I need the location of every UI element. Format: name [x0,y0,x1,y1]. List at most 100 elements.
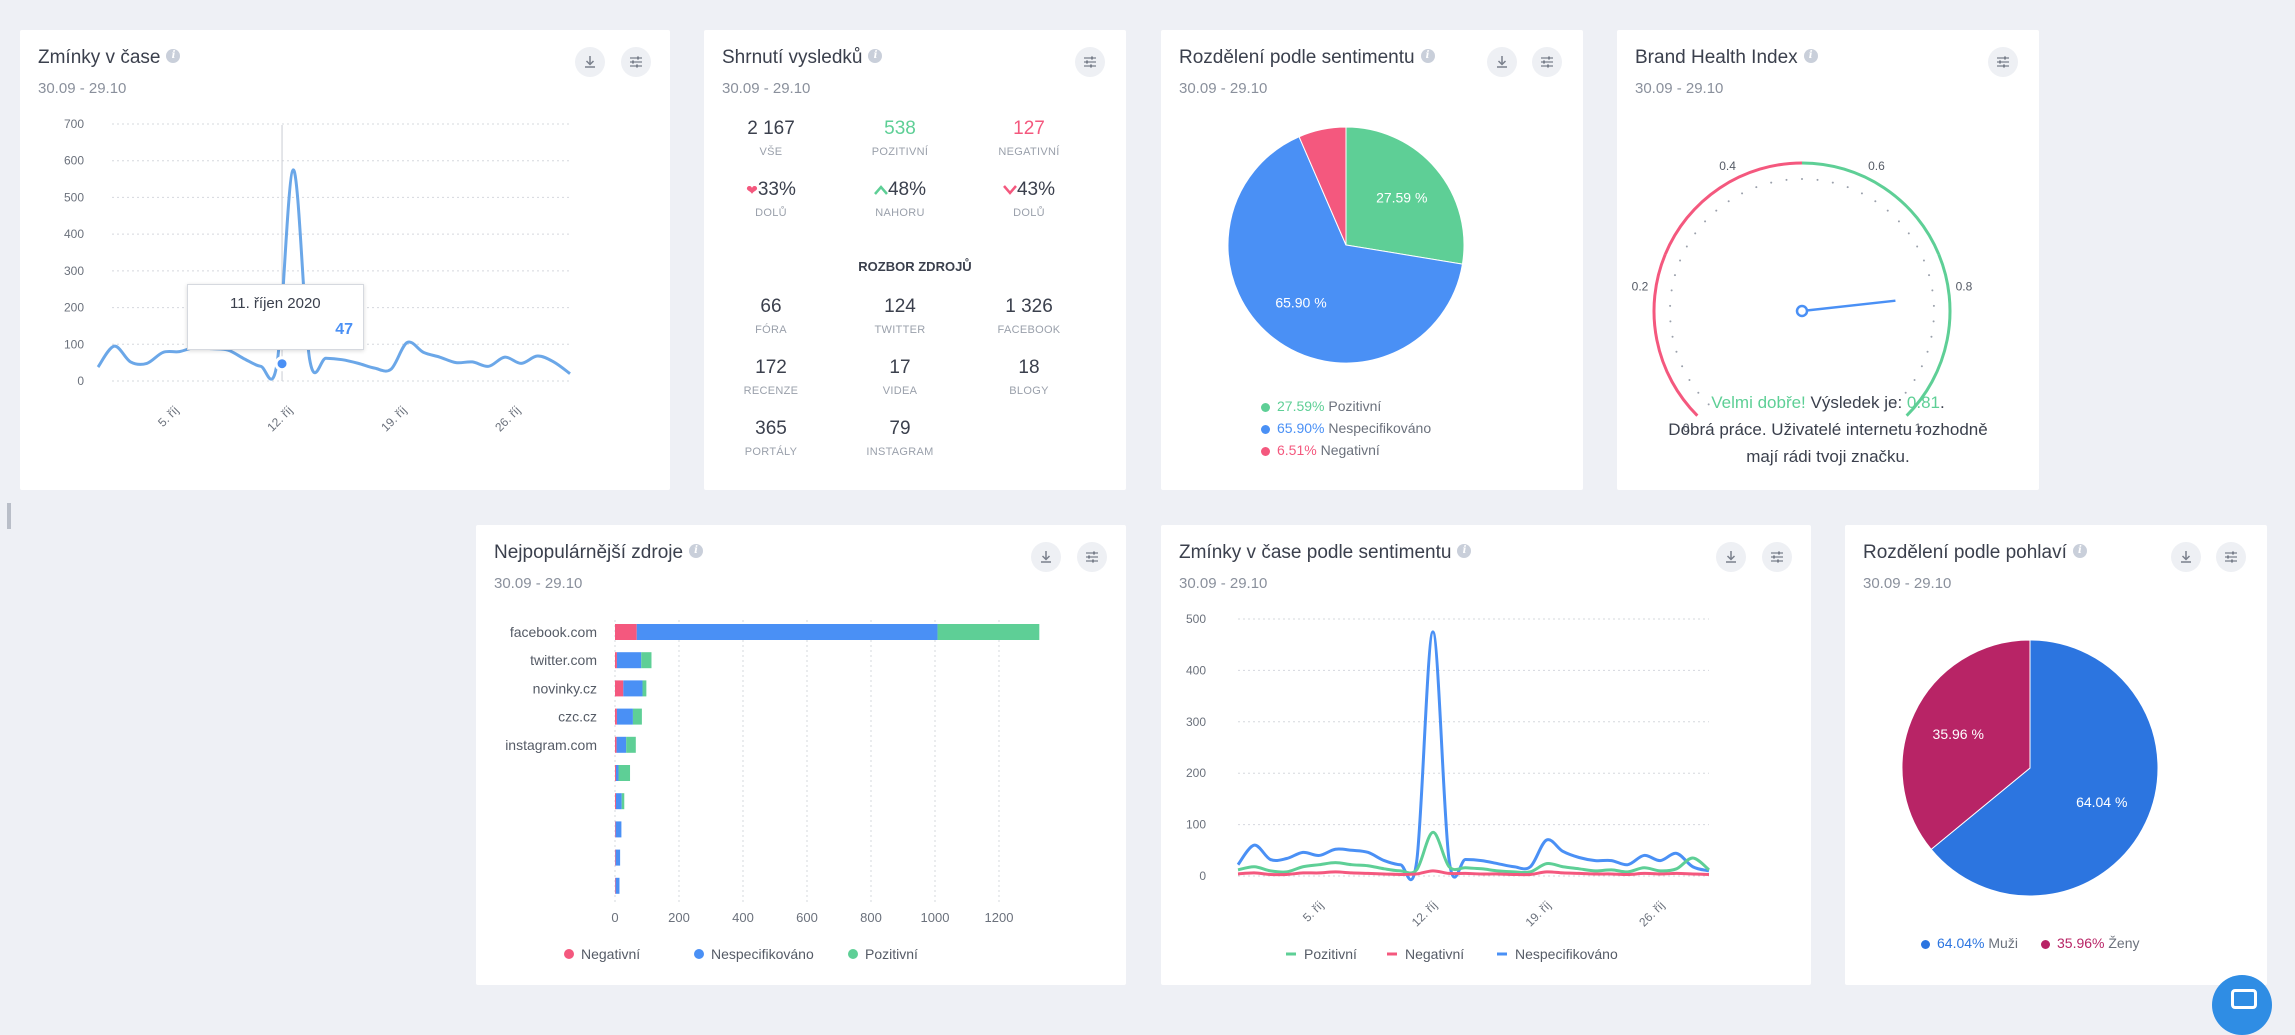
x-tick-label: 1000 [921,910,950,925]
settings-button[interactable] [1075,47,1105,77]
y-tick-label: 300 [64,264,84,278]
card-title: Rozdělení podle pohlaví i [1863,542,2087,564]
category-label: facebook.com [510,624,597,640]
legend-item-positive[interactable]: 27.59% Pozitivní [1261,398,1381,414]
sliders-icon [2225,551,2237,563]
info-icon[interactable]: i [1457,544,1472,558]
sentiment-time-chart: 0 100 200 300 400 500 5. říj 12. říj 19. říj 26. … [1186,612,1710,962]
summary-card: Shrnutí vysledků i 30.09 - 29.10 2 167 VŠE… [704,30,1126,490]
source-stat: 1 326 FACEBOOK [997,296,1061,336]
chat-button[interactable] [2212,975,2272,1035]
slice-label: 27.59 % [1376,190,1427,206]
sentiment-time-card: Zmínky v čase podle sentimentu i 30.09 - … [1161,525,1811,985]
x-tick-label: 0 [611,910,618,925]
download-icon [1726,551,1736,563]
chevron-down-icon [1003,185,1017,195]
sentiment-pie-chart: 27.59 % 65.90 % [1227,126,1465,364]
gauge-hub [1795,304,1809,318]
series-line [1236,630,1710,882]
settings-button[interactable] [2216,542,2246,572]
legend-item-neutral[interactable]: 65.90% Nespecifikováno [1261,420,1431,436]
bar-segment [626,736,636,753]
gauge-tick [1907,232,1910,235]
gauge-tick [1679,259,1682,262]
bar-segment [615,877,616,894]
y-tick-label: 400 [64,227,84,241]
bar-segment [615,849,616,866]
series-line [1237,869,1710,877]
gauge-tick [1755,186,1758,189]
download-button[interactable] [2171,542,2201,572]
gauge-tick [1904,391,1907,394]
x-tick-label: 200 [668,910,690,925]
download-icon [2181,551,2191,563]
sources-bar-chart: 0 200 400 600 800 1000 1200 facebook.com twitter… [505,620,1040,962]
legend-item-male[interactable]: 64.04% Muži [1921,935,2018,951]
legend-item-negative[interactable]: 6.51% Negativní [1261,442,1380,458]
gauge-tick [1669,304,1672,307]
gauge-tick [1920,365,1923,368]
y-tick-label: 200 [1186,766,1206,780]
settings-button[interactable] [621,47,651,77]
info-icon[interactable]: i [689,544,704,558]
date-range: 30.09 - 29.10 [1635,80,1724,97]
settings-button[interactable] [1762,542,1792,572]
info-icon[interactable]: i [1803,49,1818,63]
download-icon [1041,551,1051,563]
bar-segment [615,624,637,640]
gender-pie-chart: 64.04 % 35.96 % [1901,639,2159,897]
y-tick-label: 500 [64,190,84,204]
bar-segment [642,680,647,697]
gauge-tick [1874,200,1877,203]
sliders-icon [630,56,642,68]
bar-segment [615,877,620,894]
gauge-tick [1846,186,1849,189]
category-label: novinky.cz [533,680,597,696]
gauge-tick [1670,289,1673,292]
source-stat: 172 RECENZE [743,357,799,397]
legend-item-female[interactable]: 35.96% Ženy [2041,935,2140,951]
settings-button[interactable] [1077,542,1107,572]
download-button[interactable] [1487,47,1517,77]
download-button[interactable] [1031,542,1061,572]
y-tick-label: 200 [64,301,84,315]
source-stat: 17 VIDEA [882,357,918,397]
download-icon [1497,56,1507,68]
info-icon[interactable]: i [166,49,181,63]
tooltip-date: 11. říjen 2020 [230,295,321,312]
gauge-tick [1707,403,1710,406]
slice-label: 35.96 % [1933,726,1984,742]
gauge-tick [1816,178,1819,181]
settings-button[interactable] [1532,47,1562,77]
bar-segment [615,652,617,669]
y-tick-label: 500 [1186,612,1206,626]
date-range: 30.09 - 29.10 [1179,80,1268,97]
y-tick-label: 700 [64,117,84,131]
settings-button[interactable] [1988,47,2018,77]
scroll-handle[interactable] [7,503,11,529]
gauge-tick [1913,378,1916,381]
info-icon[interactable]: i [868,49,883,63]
gauge-tick [1688,378,1691,381]
gauge-tick [1926,350,1929,353]
x-tick-label: 26. říj [492,403,523,434]
gauge-tick [1669,320,1672,323]
info-icon[interactable]: i [1420,49,1435,63]
top-sources-card: Nejpopulárnější zdroje i 30.09 - 29.10 0 2… [476,525,1126,985]
gauge-needle [1801,299,1896,313]
date-range: 30.09 - 29.10 [1863,575,1952,592]
download-button[interactable] [575,47,605,77]
card-title: Shrnutí vysledků i [722,47,883,69]
bar-segment [615,793,616,810]
bar-segment [615,708,617,725]
info-icon[interactable]: i [2072,544,2087,558]
card-title: Zmínky v čase podle sentimentu i [1179,542,1472,564]
sliders-icon [1086,551,1098,563]
bar-segment [937,624,1040,640]
slice-male [1930,639,2159,897]
y-tick-label: 300 [1186,715,1206,729]
x-tick-label: 19. říj [378,403,409,434]
download-button[interactable] [1716,542,1746,572]
bar-segment [616,652,642,669]
card-title: Brand Health Index i [1635,47,1818,69]
